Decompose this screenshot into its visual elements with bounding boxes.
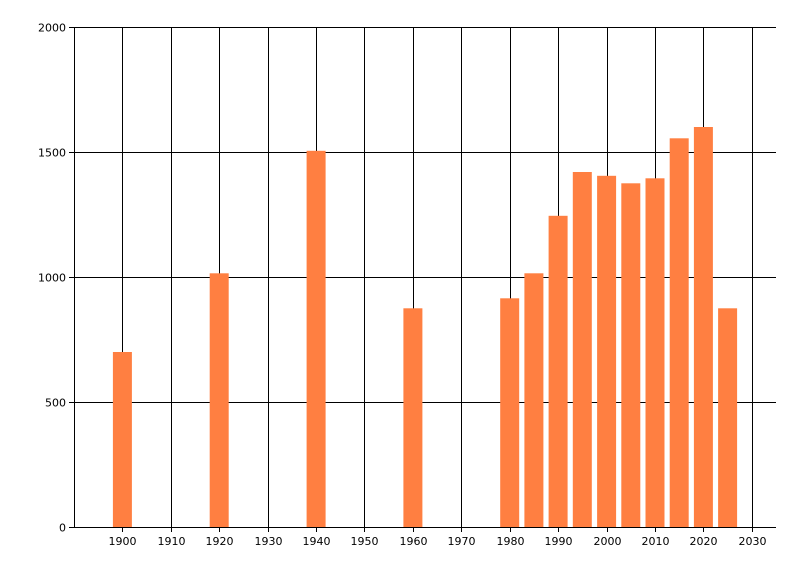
y-tick-label: 1500 bbox=[38, 147, 66, 160]
x-tick-label: 1950 bbox=[351, 535, 379, 548]
bars bbox=[112, 127, 738, 528]
x-tick-label: 2010 bbox=[642, 535, 670, 548]
bar bbox=[572, 172, 592, 527]
tick-labels: 0 500 1000 1500 2000 1900 1910 1920 1930 1940 1950… bbox=[38, 22, 767, 549]
x-tick-label: 1920 bbox=[206, 535, 234, 548]
y-tick-label: 500 bbox=[45, 397, 66, 410]
bar bbox=[209, 273, 229, 528]
y-tick-label: 0 bbox=[59, 522, 66, 535]
x-tick-label: 1930 bbox=[255, 535, 283, 548]
bar bbox=[597, 175, 617, 528]
x-tick-label: 1910 bbox=[158, 535, 186, 548]
bar bbox=[718, 308, 738, 528]
x-tick-label: 2000 bbox=[594, 535, 622, 548]
x-tick-label: 1960 bbox=[400, 535, 428, 548]
bar bbox=[500, 298, 520, 528]
bar bbox=[524, 273, 544, 528]
x-tick-label: 1990 bbox=[545, 535, 573, 548]
bar bbox=[669, 138, 689, 528]
bar bbox=[645, 178, 665, 528]
axes bbox=[69, 27, 776, 532]
x-tick-label: 1980 bbox=[497, 535, 525, 548]
bar bbox=[403, 308, 423, 528]
y-tick-label: 2000 bbox=[38, 22, 66, 35]
x-tick-label: 1900 bbox=[109, 535, 137, 548]
x-tick-label: 2030 bbox=[739, 535, 767, 548]
bar bbox=[548, 215, 568, 528]
bar bbox=[621, 183, 641, 528]
x-tick-label: 2020 bbox=[690, 535, 718, 548]
y-tick-label: 1000 bbox=[38, 272, 66, 285]
bar bbox=[112, 352, 132, 527]
bar bbox=[306, 150, 326, 528]
x-tick-label: 1940 bbox=[303, 535, 331, 548]
x-tick-label: 1970 bbox=[448, 535, 476, 548]
bar bbox=[693, 127, 713, 527]
